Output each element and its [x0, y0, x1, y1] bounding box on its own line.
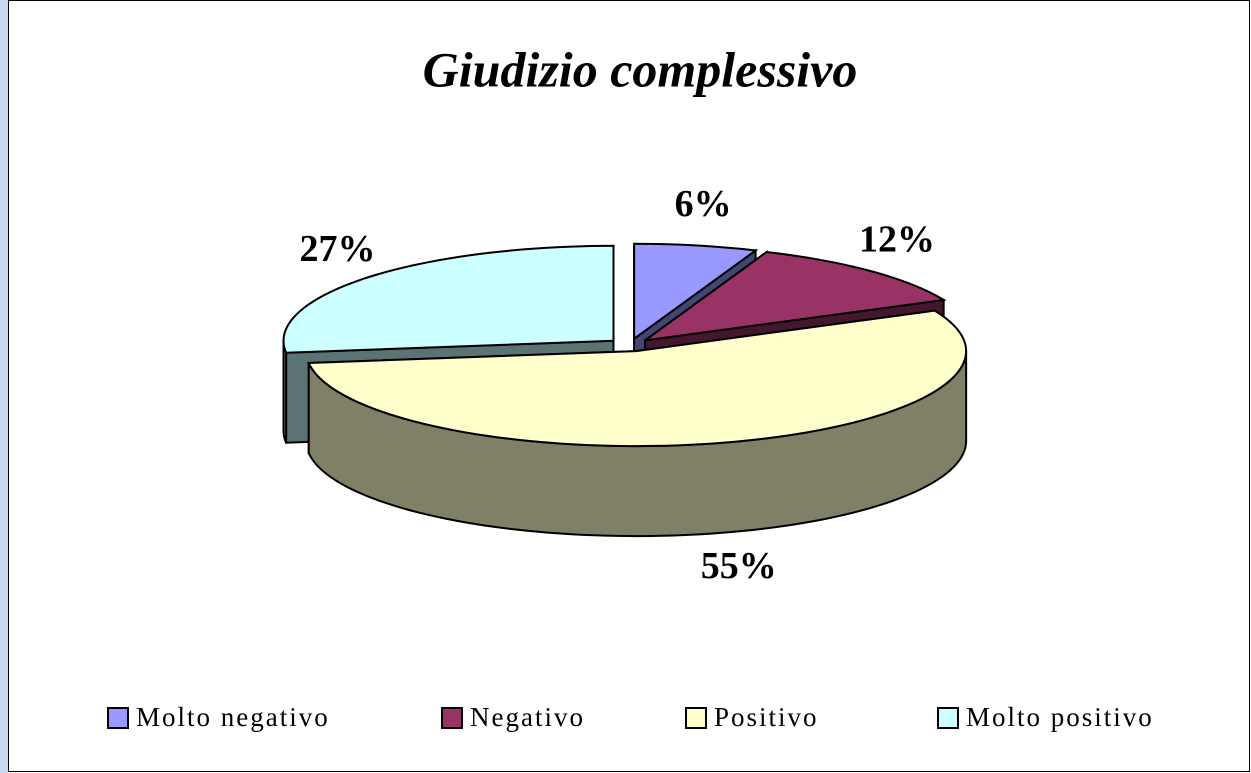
legend-label: Negativo: [470, 702, 585, 732]
pie-slice: [633, 242, 759, 341]
data-label: 6%: [675, 183, 732, 225]
legend-swatch: [685, 707, 707, 729]
data-label: 55%: [701, 545, 777, 587]
chart-border: [8, 0, 1250, 772]
slice-side: [282, 340, 288, 444]
pie-slice: [282, 244, 615, 354]
legend-label: Positivo: [714, 702, 819, 732]
pie-slice: [307, 309, 968, 448]
legend-swatch: [107, 707, 129, 729]
legend-label: Molto negativo: [136, 702, 330, 732]
legend-swatch: [937, 707, 959, 729]
data-label: 12%: [859, 219, 935, 261]
left-strip: [0, 0, 8, 773]
data-label: 27%: [299, 228, 375, 270]
legend-swatch: [441, 707, 463, 729]
legend-label: Molto positivo: [966, 702, 1154, 732]
chart-title: Giudizio complessivo: [423, 41, 858, 97]
pie-slice: [644, 251, 947, 342]
